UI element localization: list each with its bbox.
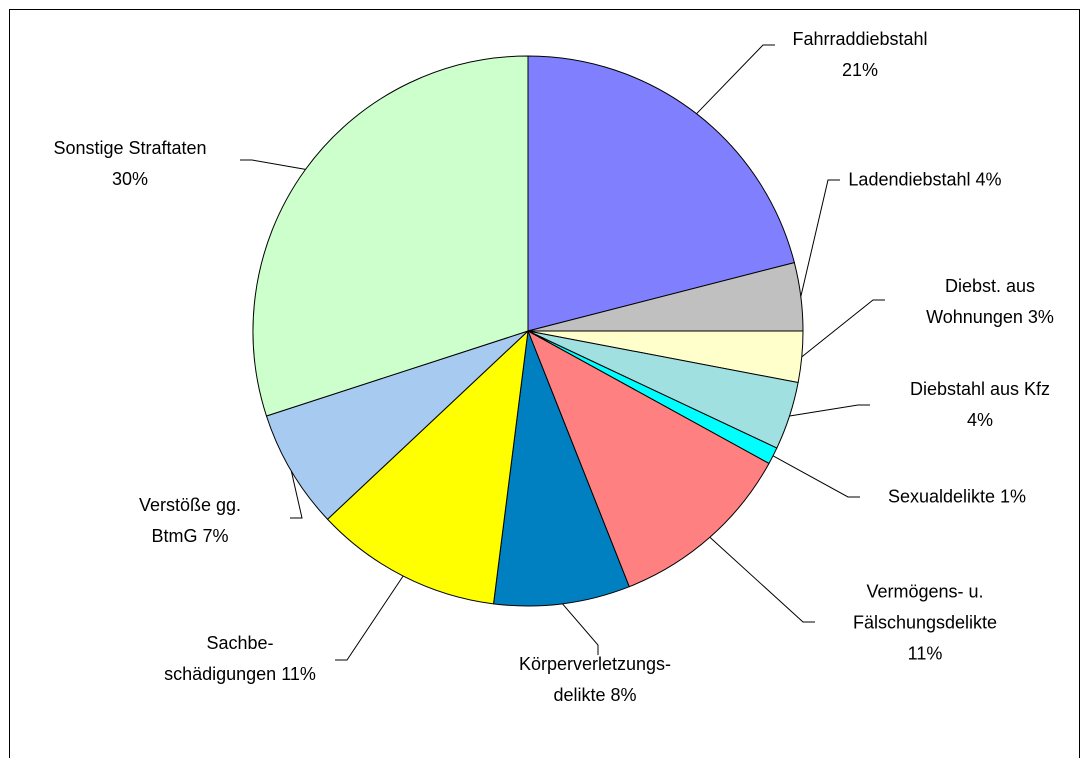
leader-line [709, 536, 815, 623]
pie-slice [265, 330, 529, 520]
category-label: Sachbe-schädigungen [164, 633, 277, 684]
leader-line [800, 179, 840, 297]
value-label: 8% [610, 685, 637, 705]
slice-label: Körperverletzungs-delikte 8% [506, 649, 684, 711]
slice-label: Ladendiebstahl 4% [815, 165, 1035, 196]
slice-label: Diebstahl aus Kfz 4% [880, 374, 1080, 436]
value-label: 1% [1000, 486, 1027, 507]
value-label: 4% [975, 169, 1002, 190]
slice-label: Verstöße gg. BtmG 7% [129, 490, 251, 552]
category-label: Sonstige Straftaten [53, 138, 207, 158]
category-label: Sexualdelikte [887, 486, 996, 507]
pie-slice [527, 329, 770, 588]
category-label: Verstöße gg. BtmG [138, 495, 242, 546]
slice-label: Sonstige Straftaten 30% [30, 133, 230, 195]
value-label: 4% [966, 410, 993, 430]
category-label: Körperverletzungs-delikte [518, 654, 672, 705]
category-label: Fahrraddiebstahl [792, 29, 928, 49]
slice-label: Fahrraddiebstahl 21% [760, 24, 960, 86]
leader-line [290, 470, 303, 519]
slice-label: Sexualdelikte 1% [847, 482, 1067, 513]
leader-line [789, 404, 870, 417]
category-label: Diebst. aus Wohnungen [926, 276, 1036, 327]
category-label: Vermögens- u. Fälschungsdelikte [852, 581, 998, 633]
value-label: 11% [907, 643, 943, 664]
value-label: 11% [281, 664, 316, 684]
leader-line [772, 455, 860, 498]
slice-label: Vermögens- u. Fälschungsdelikte 11% [845, 577, 1005, 670]
leader-line [335, 575, 404, 661]
pie-slice [326, 329, 529, 605]
frame [9, 9, 1080, 758]
value-label: 7% [202, 526, 229, 546]
category-label: Diebstahl aus Kfz [909, 379, 1051, 399]
value-label: 21% [841, 60, 879, 80]
leader-line [696, 44, 775, 115]
category-label: Ladendiebstahl [848, 169, 971, 190]
slice-label: Sachbe-schädigungen 11% [161, 628, 319, 690]
value-label: 3% [1027, 307, 1054, 327]
leader-line [562, 603, 599, 655]
slice-label: Diebst. aus Wohnungen 3% [924, 271, 1056, 333]
pie-slice [492, 330, 630, 607]
value-label: 30% [111, 169, 149, 189]
leader-line [801, 299, 885, 358]
pie-slice [527, 55, 795, 332]
leader-line [240, 159, 306, 170]
